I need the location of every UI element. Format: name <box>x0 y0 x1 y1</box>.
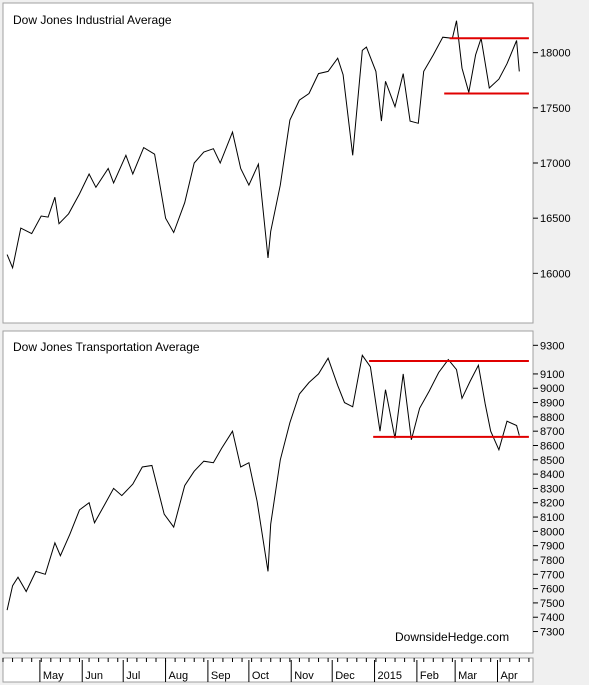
djt-price-line <box>6 354 520 611</box>
x-month-label: Nov <box>294 670 314 682</box>
djt-y-tick-label: 7300 <box>540 627 564 639</box>
djt-plot-area <box>2 330 534 654</box>
x-month-label: Dec <box>335 670 355 682</box>
djt-y-tick-label: 7700 <box>540 569 564 581</box>
djt-y-tick-label: 8700 <box>540 426 564 438</box>
djt-y-tick-label: 8500 <box>540 455 564 467</box>
dji-y-tick-label: 16500 <box>540 213 571 225</box>
watermark: DownsideHedge.com <box>395 630 509 644</box>
djt-y-tick-label: 7500 <box>540 598 564 610</box>
djt-y-tick-label: 7600 <box>540 584 564 596</box>
x-month-label: Oct <box>252 670 269 682</box>
djt-y-tick-label: 8900 <box>540 398 564 410</box>
djt-y-tick-label: 8300 <box>540 483 564 495</box>
dji-y-tick-label: 17500 <box>540 103 571 115</box>
dji-title: Dow Jones Industrial Average <box>13 13 172 27</box>
x-month-label: Mar <box>458 670 477 682</box>
dji-plot-area <box>2 2 534 324</box>
dji-y-tick-label: 17000 <box>540 158 571 170</box>
x-month-label: Aug <box>169 670 189 682</box>
x-month-label: Jul <box>126 670 140 682</box>
x-month-label: Sep <box>211 670 231 682</box>
djt-y-axis: 7300 7400 7500 7600 7700 7800 7900 8000 8100 8200… <box>533 340 564 639</box>
dji-y-tick-label: 16000 <box>540 268 571 280</box>
djt-y-tick-label: 8800 <box>540 412 564 424</box>
dji-series <box>6 20 520 270</box>
time-axis-area <box>2 657 534 683</box>
x-month-label: Feb <box>420 670 439 682</box>
djt-y-tick-label: 8600 <box>540 440 564 452</box>
x-month-label: May <box>43 670 64 682</box>
djt-levels <box>369 360 529 438</box>
djt-y-tick-label: 8400 <box>540 469 564 481</box>
djt-y-tick-label: 8200 <box>540 498 564 510</box>
djt-y-tick-label: 9100 <box>540 369 564 381</box>
dji-y-axis: 16000 16500 17000 17500 18000 <box>533 48 571 280</box>
x-axis: May Jun Jul Aug Sep Oct Nov Dec 2015 Feb Mar Apr <box>2 658 530 682</box>
djt-series <box>6 354 520 611</box>
djt-y-tick-label: 8100 <box>540 512 564 524</box>
x-month-label: Jun <box>85 670 103 682</box>
djt-y-tick-label: 7800 <box>540 555 564 567</box>
djt-y-tick-label: 8000 <box>540 526 564 538</box>
djt-title: Dow Jones Transportation Average <box>13 340 200 354</box>
dji-price-line <box>6 20 520 270</box>
djt-y-tick-label: 9000 <box>540 383 564 395</box>
djt-y-tick-label: 9300 <box>540 340 564 352</box>
x-month-label: 2015 <box>378 670 402 682</box>
dji-levels <box>444 37 529 95</box>
x-month-label: Apr <box>500 670 517 682</box>
dji-y-tick-label: 18000 <box>540 48 571 60</box>
djt-y-tick-label: 7400 <box>540 612 564 624</box>
djt-y-tick-label: 7900 <box>540 541 564 553</box>
